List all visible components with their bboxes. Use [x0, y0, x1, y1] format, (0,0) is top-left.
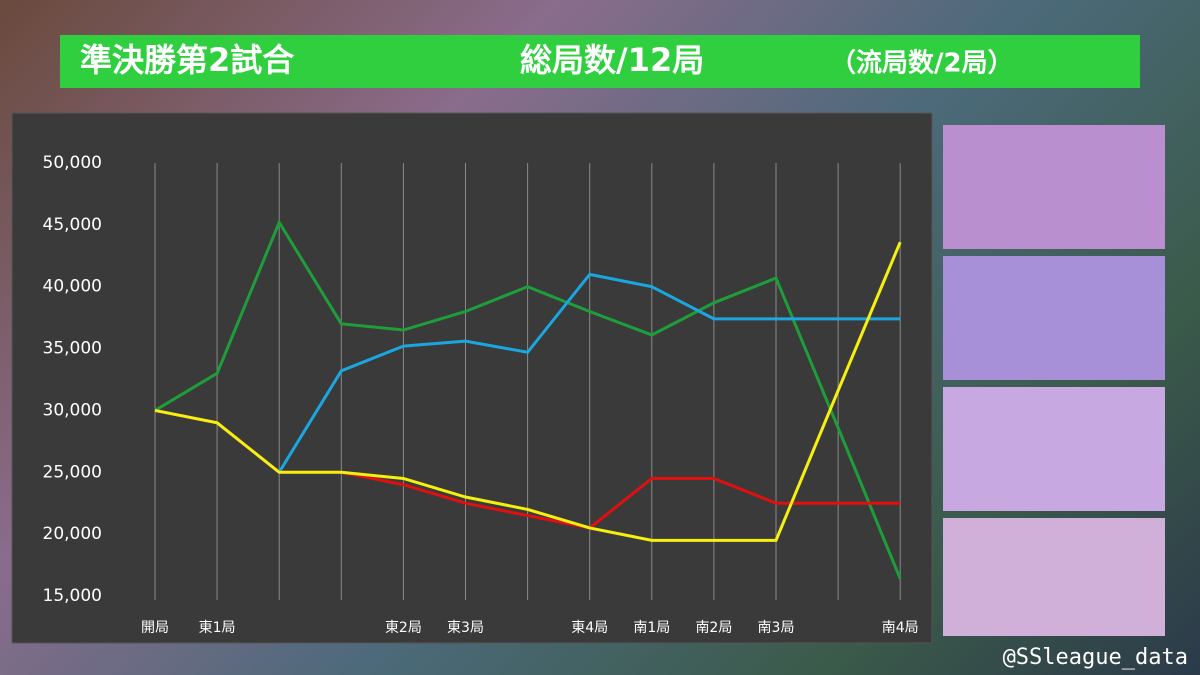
avatar: [943, 387, 1165, 511]
x-tick-label: 南2局: [695, 620, 732, 636]
title-bar: [60, 35, 1140, 88]
x-tick-label: 東1局: [199, 620, 236, 636]
chart-title: 準決勝第2試合: [80, 41, 294, 79]
y-tick-label: 20,000: [43, 524, 102, 544]
series-line: [154, 241, 902, 542]
x-tick-label: 南1局: [633, 620, 670, 636]
chart-subtitle: 総局数/12局: [520, 41, 704, 79]
x-tick-label: 開局: [141, 620, 169, 636]
y-tick-label: 50,000: [43, 153, 102, 173]
x-tick-label: 南3局: [758, 620, 795, 636]
plot-panel: [11, 112, 933, 644]
chart-note: （流局数/2局）: [830, 49, 1014, 79]
x-tick-label: 東2局: [385, 620, 422, 636]
y-tick-label: 35,000: [43, 339, 102, 359]
avatar: [943, 125, 1165, 249]
credit: @SSleague_data: [1003, 645, 1188, 670]
y-tick-label: 30,000: [43, 400, 102, 420]
y-tick-label: 40,000: [43, 277, 102, 297]
avatar: [943, 256, 1165, 380]
y-tick-label: 45,000: [43, 215, 102, 235]
y-tick-label: 25,000: [43, 462, 102, 482]
x-tick-label: 東4局: [571, 620, 608, 636]
series-line: [154, 219, 902, 580]
avatars: [943, 125, 1165, 636]
avatar: [943, 518, 1165, 636]
x-tick-label: 東3局: [447, 620, 484, 636]
x-tick-label: 南4局: [882, 620, 919, 636]
y-tick-label: 15,000: [43, 586, 102, 606]
